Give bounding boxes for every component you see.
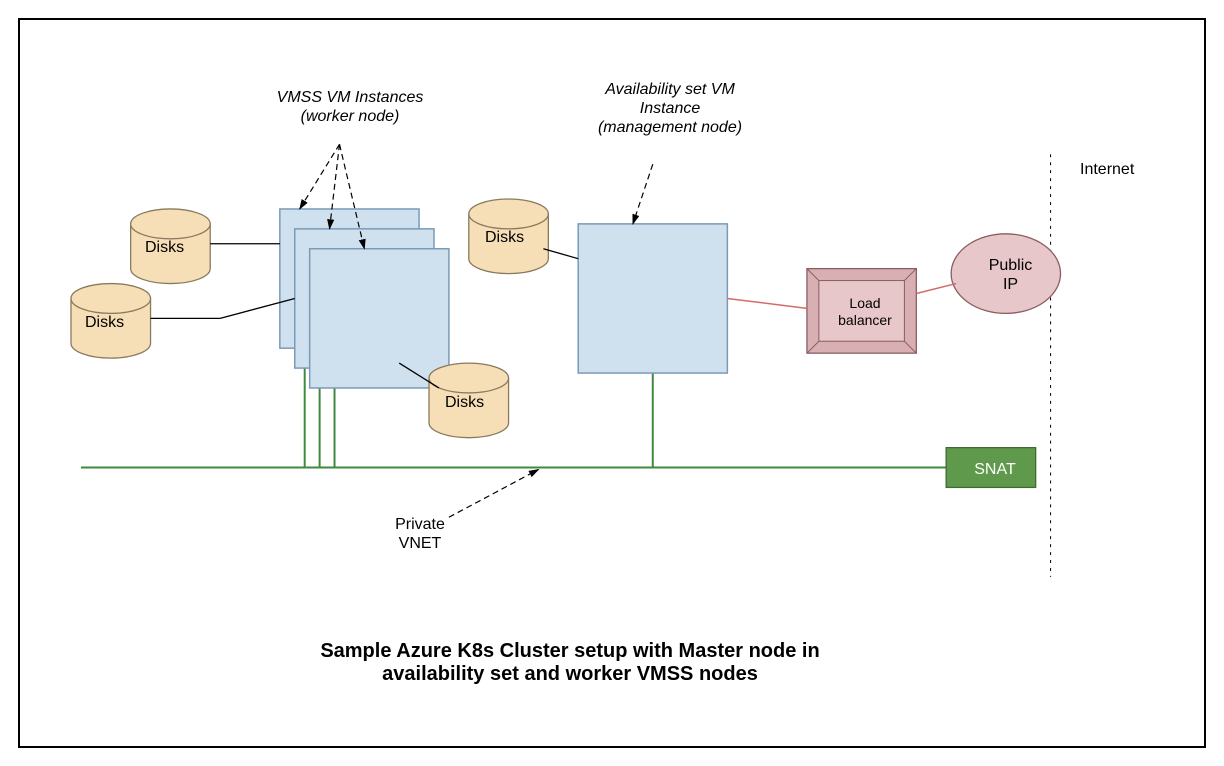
mgmt-vm: [578, 224, 727, 373]
vmss-header-l1: VMSS VM Instances: [277, 89, 424, 106]
diagram-title: Sample Azure K8s Cluster setup with Mast…: [270, 640, 870, 686]
avset-header: Availability set VM Instance (management…: [560, 80, 780, 138]
vmss-header-l2: (worker node): [301, 108, 400, 125]
vnet-label: Private VNET: [360, 515, 480, 553]
arrow-vnet: [449, 470, 539, 518]
disk-d-label: Disks: [445, 393, 484, 412]
avset-header-l2: Instance: [640, 100, 700, 117]
pubip-label: Public IP: [978, 256, 1043, 294]
worker-vm-3: [310, 249, 449, 388]
avset-header-l3: (management node): [598, 119, 742, 136]
vnet-label-l2: VNET: [399, 535, 442, 552]
pubip-label-l1: Public: [989, 257, 1033, 274]
arrow-avset: [633, 164, 653, 224]
conn-mgmt-lb: [727, 298, 807, 308]
disk-a-label: Disks: [145, 238, 184, 257]
title-l1: Sample Azure K8s Cluster setup with Mast…: [320, 640, 819, 662]
lb-label-l2: balancer: [838, 312, 892, 328]
title-l2: availability set and worker VMSS nodes: [382, 663, 758, 685]
lb-label: Load balancer: [830, 295, 900, 329]
lb-label-l1: Load: [849, 295, 880, 311]
pubip-label-l2: IP: [1003, 276, 1018, 293]
conn-lb-pubip: [916, 284, 956, 294]
avset-header-l1: Availability set VM: [605, 81, 735, 98]
diagram-outer: VMSS VM Instances (worker node) Availabi…: [0, 0, 1224, 766]
diagram-frame: VMSS VM Instances (worker node) Availabi…: [18, 18, 1206, 748]
disk-c-label: Disks: [485, 228, 524, 247]
internet-label: Internet: [1080, 160, 1134, 179]
vmss-header: VMSS VM Instances (worker node): [220, 88, 480, 126]
vnet-label-l1: Private: [395, 516, 445, 533]
snat-label: SNAT: [965, 460, 1025, 479]
disk-b-label: Disks: [85, 313, 124, 332]
